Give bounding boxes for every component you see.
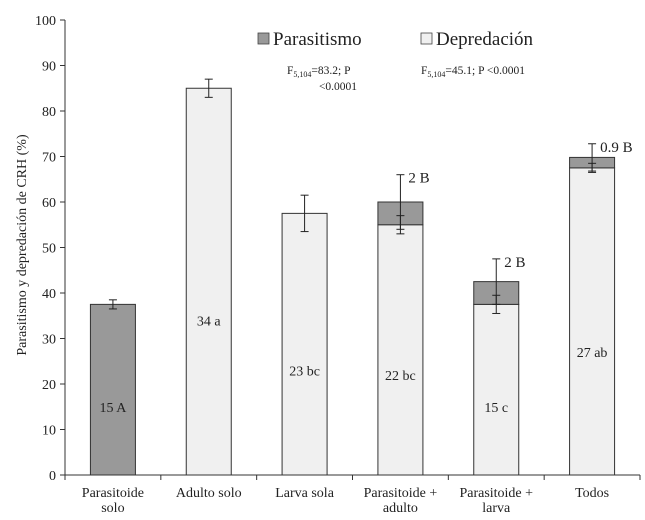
bar-value-label: 15 A: [99, 401, 127, 416]
legend-swatch-parasitismo: [257, 32, 270, 45]
error-bars: [108, 78, 597, 314]
x-tick-label: Parasitoide +: [364, 486, 438, 501]
bar-value-label: 22 bc: [385, 369, 416, 384]
y-tick-label: 100: [35, 14, 56, 29]
bar-depredacion: [377, 224, 424, 476]
legend: Parasitismo Depredación: [257, 29, 534, 50]
x-tick-label: larva: [482, 501, 511, 516]
stat-annotation-depredacion: F5,104=45.1; P <0.0001: [421, 65, 525, 79]
y-tick-label: 40: [42, 287, 56, 302]
bar-depredacion: [473, 303, 520, 476]
y-tick-label: 70: [42, 151, 56, 166]
bar-depredacion: [185, 87, 232, 476]
bar-value-label: 2 B: [504, 255, 525, 271]
legend-label-depredacion: Depredación: [436, 29, 534, 50]
y-tick-label: 90: [42, 60, 56, 75]
y-tick-label: 0: [49, 469, 56, 484]
x-tick-label: adulto: [383, 501, 418, 516]
bar-value-label: 23 bc: [289, 364, 320, 379]
x-tick-label: Larva sola: [275, 486, 334, 501]
y-tick-label: 30: [42, 333, 56, 348]
bar-value-label: 2 B: [408, 171, 429, 187]
y-tick-label: 60: [42, 196, 56, 211]
x-tick-label: solo: [101, 501, 124, 516]
x-tick-label: Adulto solo: [176, 486, 242, 501]
x-tick-label: Todos: [575, 486, 609, 501]
bar-depredacion: [281, 212, 328, 476]
legend-label-parasitismo: Parasitismo: [273, 29, 362, 50]
bar-value-label: 34 a: [197, 314, 222, 329]
y-tick-label: 80: [42, 105, 56, 120]
x-tick-label: Parasitoide +: [459, 486, 533, 501]
bars: [89, 87, 616, 476]
bar-value-label: 15 c: [484, 401, 508, 416]
bar-value-label: 27 ab: [577, 346, 608, 361]
y-tick-label: 20: [42, 378, 56, 393]
bar-depredacion: [569, 167, 616, 476]
bar-value-label: 0.9 B: [600, 140, 633, 156]
stat-annotation-parasitismo: F5,104=83.2; P: [287, 65, 350, 79]
y-tick-label: 50: [42, 242, 56, 257]
y-axis-label: Parasitismo y depredación de CRH (%): [15, 134, 30, 356]
legend-swatch-depredacion: [420, 32, 433, 45]
bar-parasitismo: [89, 303, 136, 476]
y-tick-label: 10: [42, 424, 56, 439]
bar-labels: 34 a 23 bc 22 bc 15 c 27 ab 15 A 2 B 2 B 0.9 B: [99, 140, 632, 416]
x-tick-label: Parasitoide: [82, 486, 144, 501]
stat-annotation-parasitismo-line2: <0.0001: [319, 81, 357, 93]
stat-annotations: F5,104=83.2; P <0.0001 F5,104=45.1; P <0…: [287, 65, 525, 93]
